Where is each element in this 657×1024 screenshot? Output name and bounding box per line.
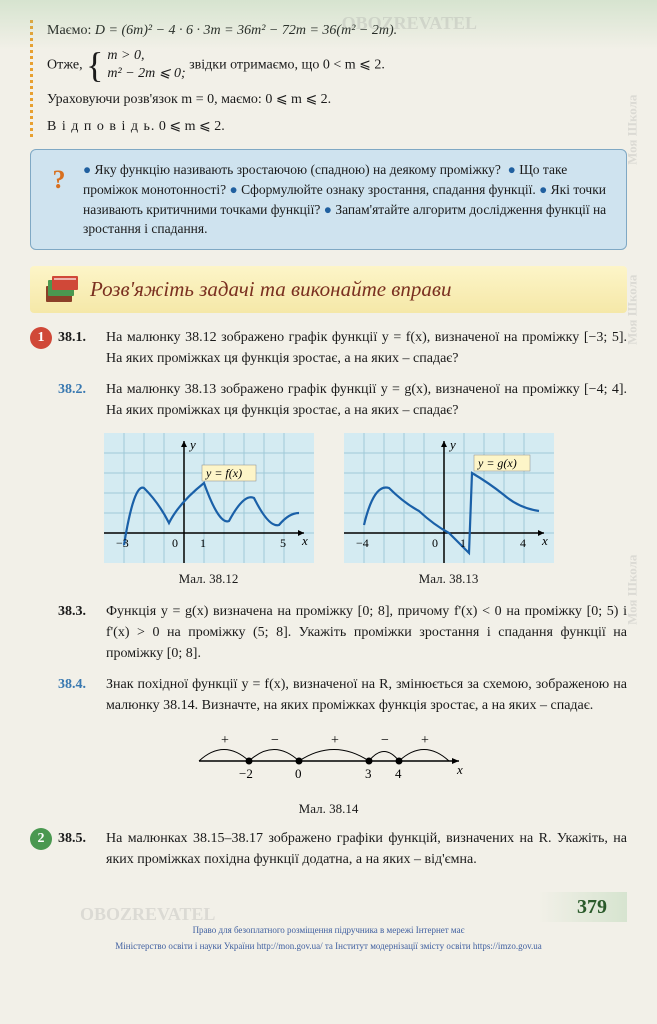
problem-text: На малюнках 38.15–38.17 зображено графік… (106, 828, 627, 870)
problem-text: На малюнку 38.13 зображено графік функці… (106, 379, 627, 421)
system-line: m > 0, (107, 48, 144, 63)
problem-number: 38.5. (58, 828, 102, 870)
svg-text:y = g(x): y = g(x) (477, 456, 517, 470)
problem-number: 38.1. (58, 327, 102, 369)
svg-text:5: 5 (280, 536, 286, 550)
problem: 38.2. На малюнку 38.13 зображено графік … (58, 379, 627, 421)
svg-text:x: x (541, 533, 548, 548)
answer-label: В і д п о в і д ь. (47, 119, 155, 134)
axis-x-label: x (301, 533, 308, 548)
problem-number: 38.3. (58, 601, 102, 664)
solution-block: Маємо: D = (6m)² − 4 · 6 · 3m = 36m² − 7… (30, 20, 627, 137)
svg-text:−4: −4 (356, 536, 369, 550)
system-line: m² − 2m ⩽ 0; (107, 66, 185, 81)
problem: 38.4. Знак похідної функції y = f(x), ви… (58, 674, 627, 716)
svg-text:−: − (381, 733, 389, 748)
answer-text: 0 ⩽ m ⩽ 2. (155, 119, 224, 134)
figure-caption: Мал. 38.13 (344, 569, 554, 589)
svg-text:4: 4 (395, 766, 402, 781)
figure-38-12: y x −3 0 1 5 y = f(x) Мал. 38.12 (104, 433, 314, 589)
svg-text:4: 4 (520, 536, 526, 550)
svg-text:0: 0 (172, 536, 178, 550)
svg-text:−2: −2 (239, 766, 253, 781)
problem-number: 38.4. (58, 674, 102, 716)
books-icon (44, 274, 80, 304)
svg-text:+: + (421, 733, 429, 748)
svg-text:x: x (456, 762, 463, 777)
svg-text:0: 0 (295, 766, 302, 781)
problem-text: Знак похідної функції y = f(x), визначен… (106, 674, 627, 716)
axis-y-label: y (188, 437, 196, 452)
problem-text: Функція y = g(x) визначена на проміжку [… (106, 601, 627, 664)
svg-text:0: 0 (432, 536, 438, 550)
figure-caption: Мал. 38.14 (30, 799, 627, 819)
brace-icon: { (86, 49, 103, 81)
figure-caption: Мал. 38.12 (104, 569, 314, 589)
svg-text:+: + (331, 733, 339, 748)
question-box: ? ● Яку функцію називають зростаючою (сп… (30, 149, 627, 249)
solution-text: Маємо: (47, 23, 95, 38)
svg-text:y = f(x): y = f(x) (205, 466, 242, 480)
solution-text: звідки отримаємо, що 0 < m ⩽ 2. (189, 57, 385, 72)
level-marker-2: 2 (30, 828, 52, 850)
figure-38-13: y x −4 0 1 4 y = g(x) Мал. 38.13 (344, 433, 554, 589)
section-header: Розв'яжіть задачі та виконайте вправи (30, 266, 627, 314)
solution-text: Отже, (47, 57, 86, 72)
solution-text: Ураховуючи розв'язок m = 0, маємо: 0 ⩽ m… (47, 89, 627, 110)
section-title: Розв'яжіть задачі та виконайте вправи (90, 274, 452, 306)
question-mark-icon: ? (45, 160, 73, 192)
figure-38-14: + − + − + −2 0 3 4 x Мал. 38.14 (30, 726, 627, 819)
page-number: 379 (30, 892, 627, 922)
problem: 38.3. Функція y = g(x) визначена на пром… (58, 601, 627, 664)
svg-text:+: + (221, 733, 229, 748)
svg-text:y: y (448, 437, 456, 452)
level-marker-1: 1 (30, 327, 52, 349)
footer-line: Право для безоплатного розміщення підруч… (30, 924, 627, 938)
svg-text:1: 1 (200, 536, 206, 550)
svg-text:−3: −3 (116, 536, 129, 550)
problem-number: 38.2. (58, 379, 102, 421)
problem: 38.1. На малюнку 38.12 зображено графік … (58, 327, 627, 369)
problem-text: На малюнку 38.12 зображено графік функці… (106, 327, 627, 369)
question-text: ● Яку функцію називають зростаючою (спад… (83, 160, 612, 238)
footer-line: Міністерство освіти і науки України http… (30, 940, 627, 954)
problem: 38.5. На малюнках 38.15–38.17 зображено … (58, 828, 627, 870)
svg-text:−: − (271, 733, 279, 748)
solution-formula: D = (6m)² − 4 · 6 · 3m = 36m² − 72m = 36… (95, 23, 397, 38)
figures-row: y x −3 0 1 5 y = f(x) Мал. 38.12 (30, 433, 627, 589)
svg-text:1: 1 (460, 536, 466, 550)
svg-text:3: 3 (365, 766, 372, 781)
